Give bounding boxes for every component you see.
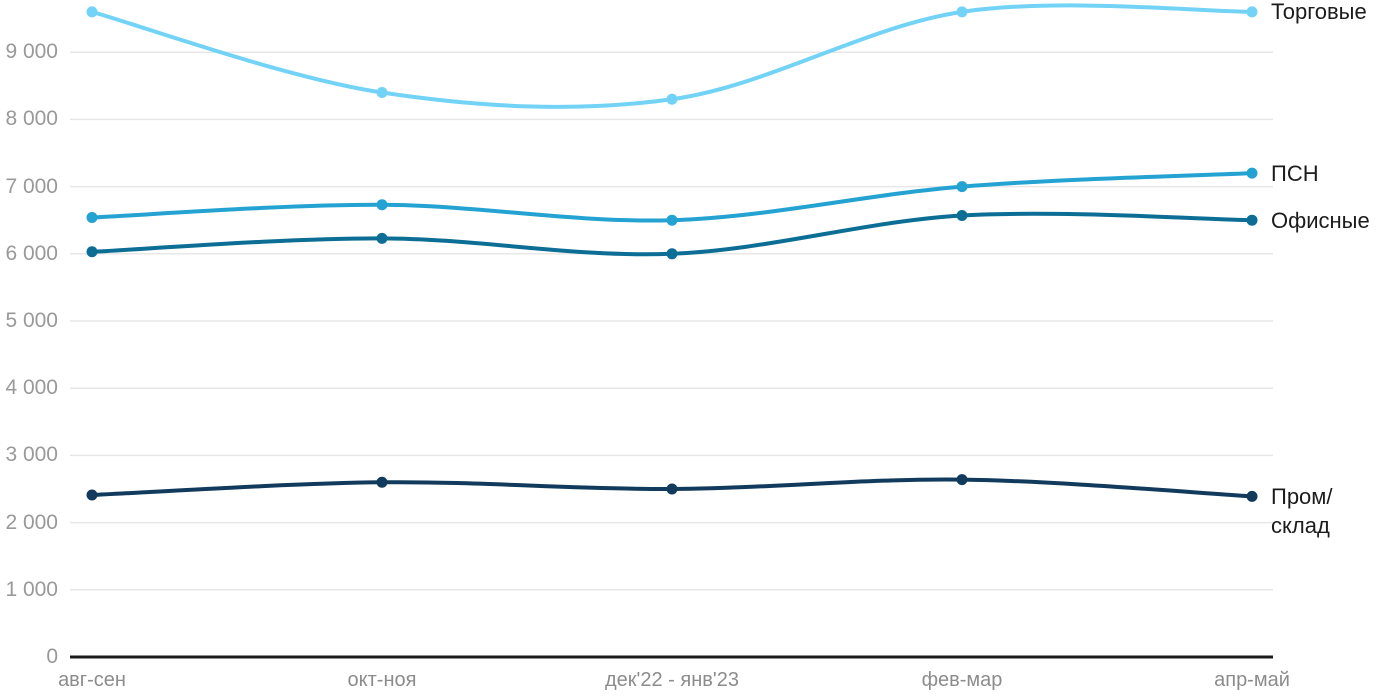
- data-point-ПСН: [1246, 167, 1258, 179]
- data-point-Торговые: [86, 6, 98, 18]
- data-point-Пром/склад: [376, 476, 388, 488]
- series-dots: [86, 6, 1258, 502]
- y-tick-label: 3 000: [5, 443, 58, 467]
- x-tick-label: фев-мар: [921, 669, 1003, 691]
- data-point-Офисные: [376, 232, 388, 244]
- y-tick-label: 5 000: [5, 309, 58, 332]
- data-point-Пром/склад: [86, 489, 98, 501]
- y-tick-label: 6 000: [5, 241, 58, 265]
- data-point-Пром/склад: [956, 474, 968, 486]
- series-label-line: склад: [1271, 512, 1330, 538]
- data-point-Торговые: [956, 6, 968, 18]
- y-tick-label: 2 000: [5, 510, 58, 534]
- y-tick-label: 8 000: [5, 107, 58, 131]
- series-label-Офисные: Офисные: [1271, 206, 1370, 235]
- x-tick-label: апр-май: [1214, 669, 1290, 691]
- series-label-ПСН: ПСН: [1271, 159, 1319, 188]
- y-tick-label: 0: [46, 645, 58, 668]
- y-tick-label: 9 000: [5, 40, 58, 64]
- x-tick-label: окт-ноя: [347, 669, 417, 691]
- data-point-Офисные: [1246, 214, 1258, 226]
- data-point-Пром/склад: [666, 483, 678, 495]
- series-label-line: Пром/: [1271, 483, 1333, 509]
- y-tick-label: 4 000: [5, 376, 58, 400]
- y-tick-label: 1 000: [5, 577, 58, 601]
- data-point-Офисные: [666, 248, 678, 260]
- data-point-ПСН: [956, 181, 968, 193]
- x-tick-label: авг-сен: [58, 669, 126, 691]
- data-point-Офисные: [956, 209, 968, 221]
- data-point-Пром/склад: [1246, 490, 1258, 502]
- data-point-ПСН: [376, 199, 388, 211]
- series-label-Торговые: Торговые: [1271, 0, 1367, 26]
- series-label-line: Торговые: [1271, 0, 1367, 25]
- data-point-Торговые: [1246, 6, 1258, 18]
- data-point-Торговые: [376, 87, 388, 99]
- series-label-line: ПСН: [1271, 160, 1319, 186]
- series-line-Торговые: [90, 3, 1254, 109]
- y-tick-label: 7 000: [5, 174, 58, 198]
- series-label-Пром/склад: Пром/склад: [1271, 482, 1333, 540]
- gridlines: [70, 51, 1273, 591]
- series-label-line: Офисные: [1271, 207, 1370, 233]
- x-tick-label: дек'22 - янв'23: [605, 669, 739, 691]
- data-point-Торговые: [666, 93, 678, 105]
- data-point-Офисные: [86, 246, 98, 258]
- data-point-ПСН: [666, 214, 678, 226]
- data-point-ПСН: [86, 212, 98, 224]
